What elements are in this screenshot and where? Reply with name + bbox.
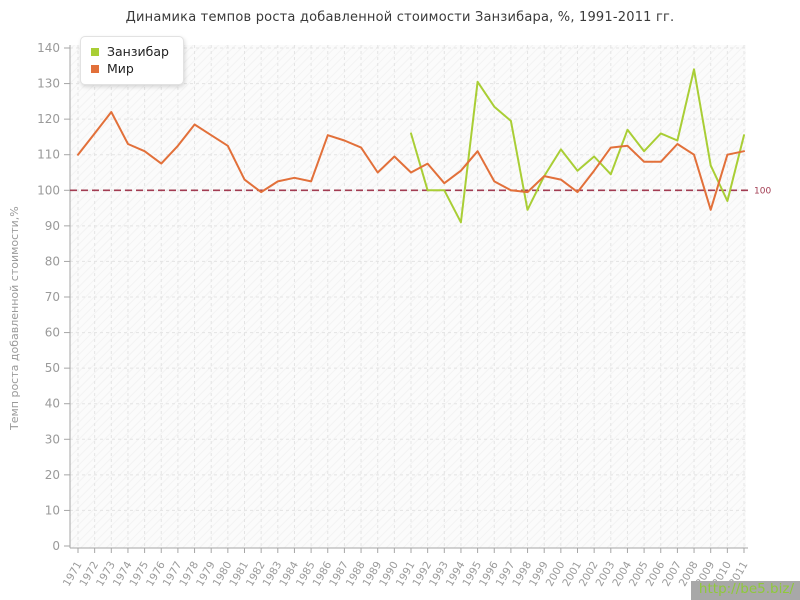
gridlines bbox=[70, 45, 746, 548]
legend-item-zanzibar: Занзибар bbox=[91, 44, 169, 59]
svg-text:50: 50 bbox=[45, 361, 60, 375]
svg-text:0: 0 bbox=[52, 539, 60, 553]
svg-text:120: 120 bbox=[37, 112, 60, 126]
legend-label-world: Мир bbox=[107, 61, 134, 76]
series-line-1 bbox=[77, 111, 745, 211]
world-swatch-icon bbox=[91, 64, 99, 73]
svg-text:130: 130 bbox=[37, 77, 60, 91]
svg-text:100: 100 bbox=[37, 183, 60, 197]
x-tick-labels: 1971197219731974197519761977197819791980… bbox=[61, 559, 751, 588]
axes bbox=[64, 45, 748, 553]
watermark-link[interactable]: http://be5.biz/ bbox=[690, 581, 800, 600]
svg-text:110: 110 bbox=[37, 148, 60, 162]
y-tick-labels: 0 10 20 30 40 50 60 70 80 90 100 110 120 130 140 bbox=[37, 41, 60, 553]
svg-text:30: 30 bbox=[45, 432, 60, 446]
svg-text:20: 20 bbox=[45, 468, 60, 482]
svg-text:70: 70 bbox=[45, 290, 60, 304]
svg-text:100: 100 bbox=[754, 186, 771, 196]
chart-title: Динамика темпов роста добавленной стоимо… bbox=[125, 10, 675, 25]
series-line-0 bbox=[410, 68, 745, 224]
svg-text:60: 60 bbox=[45, 326, 60, 340]
svg-text:40: 40 bbox=[45, 397, 60, 411]
refline-100: 100 bbox=[70, 186, 771, 196]
svg-text:90: 90 bbox=[45, 219, 60, 233]
legend-label-zanzibar: Занзибар bbox=[107, 44, 169, 59]
svg-text:140: 140 bbox=[37, 41, 60, 55]
legend: Занзибар Мир bbox=[80, 36, 184, 85]
svg-text:80: 80 bbox=[45, 254, 60, 268]
svg-text:10: 10 bbox=[45, 503, 60, 517]
legend-item-world: Мир bbox=[91, 61, 169, 76]
zanzibar-swatch-icon bbox=[91, 47, 99, 56]
